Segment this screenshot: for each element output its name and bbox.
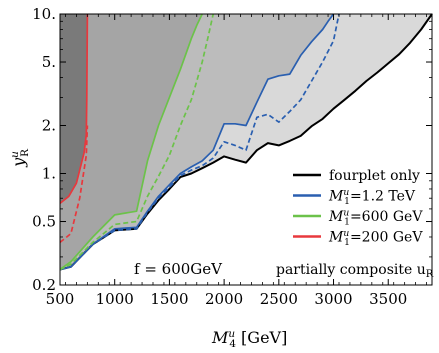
series-line-5 bbox=[59, 13, 89, 205]
y-tick-label-2: 1. bbox=[42, 165, 56, 183]
series-lines bbox=[59, 13, 433, 271]
x-tick-label-6: 3500 bbox=[369, 290, 407, 308]
legend-label-1: Mu 1=1.2 TeV bbox=[328, 188, 416, 207]
region-fill-3 bbox=[60, 14, 203, 270]
legend-label-0: fourplet only bbox=[329, 168, 420, 184]
region-fill-5 bbox=[60, 14, 88, 204]
y-axis-label: yuR bbox=[9, 148, 31, 168]
y-tick-label-3: 2. bbox=[42, 116, 56, 134]
y-tick-label-0: 0.2 bbox=[32, 276, 56, 294]
y-tick-label-5: 10. bbox=[32, 5, 56, 23]
y-axis-label-group: yuR bbox=[9, 148, 31, 168]
axes: 500 1000 1500 2000 2500 3000 3500 0.2 0.5 1. 2. 5. 1… bbox=[32, 5, 433, 308]
legend-label-2: Mu 1=600 GeV bbox=[328, 209, 423, 228]
scenario-annotation: partially composite uR bbox=[276, 262, 434, 280]
x-tick-label-0: 500 bbox=[46, 290, 75, 308]
f-value-annotation: f = 600GeV bbox=[134, 260, 223, 278]
y-tick-label-1: 0.5 bbox=[32, 213, 56, 231]
x-tick-label-1: 1000 bbox=[96, 290, 134, 308]
x-tick-label-3: 2000 bbox=[205, 290, 243, 308]
series-line-0 bbox=[59, 13, 433, 271]
y-tick-label-4: 5. bbox=[42, 53, 56, 71]
x-tick-label-5: 3000 bbox=[314, 290, 352, 308]
legend-label-3: Mu 1=200 GeV bbox=[328, 229, 423, 248]
plot-frame bbox=[59, 13, 433, 286]
chart-labels: Mu 4 [GeV] yuR f = 600GeV partially composit… bbox=[9, 148, 434, 350]
x-tick-label-4: 2500 bbox=[260, 290, 298, 308]
series-line-3 bbox=[59, 13, 203, 271]
series-line-4 bbox=[59, 13, 215, 271]
x-tick-label-2: 1500 bbox=[150, 290, 188, 308]
x-axis-label: Mu 4 [GeV] bbox=[211, 328, 287, 349]
series-line-6 bbox=[59, 125, 89, 244]
series-line-1 bbox=[59, 13, 335, 271]
